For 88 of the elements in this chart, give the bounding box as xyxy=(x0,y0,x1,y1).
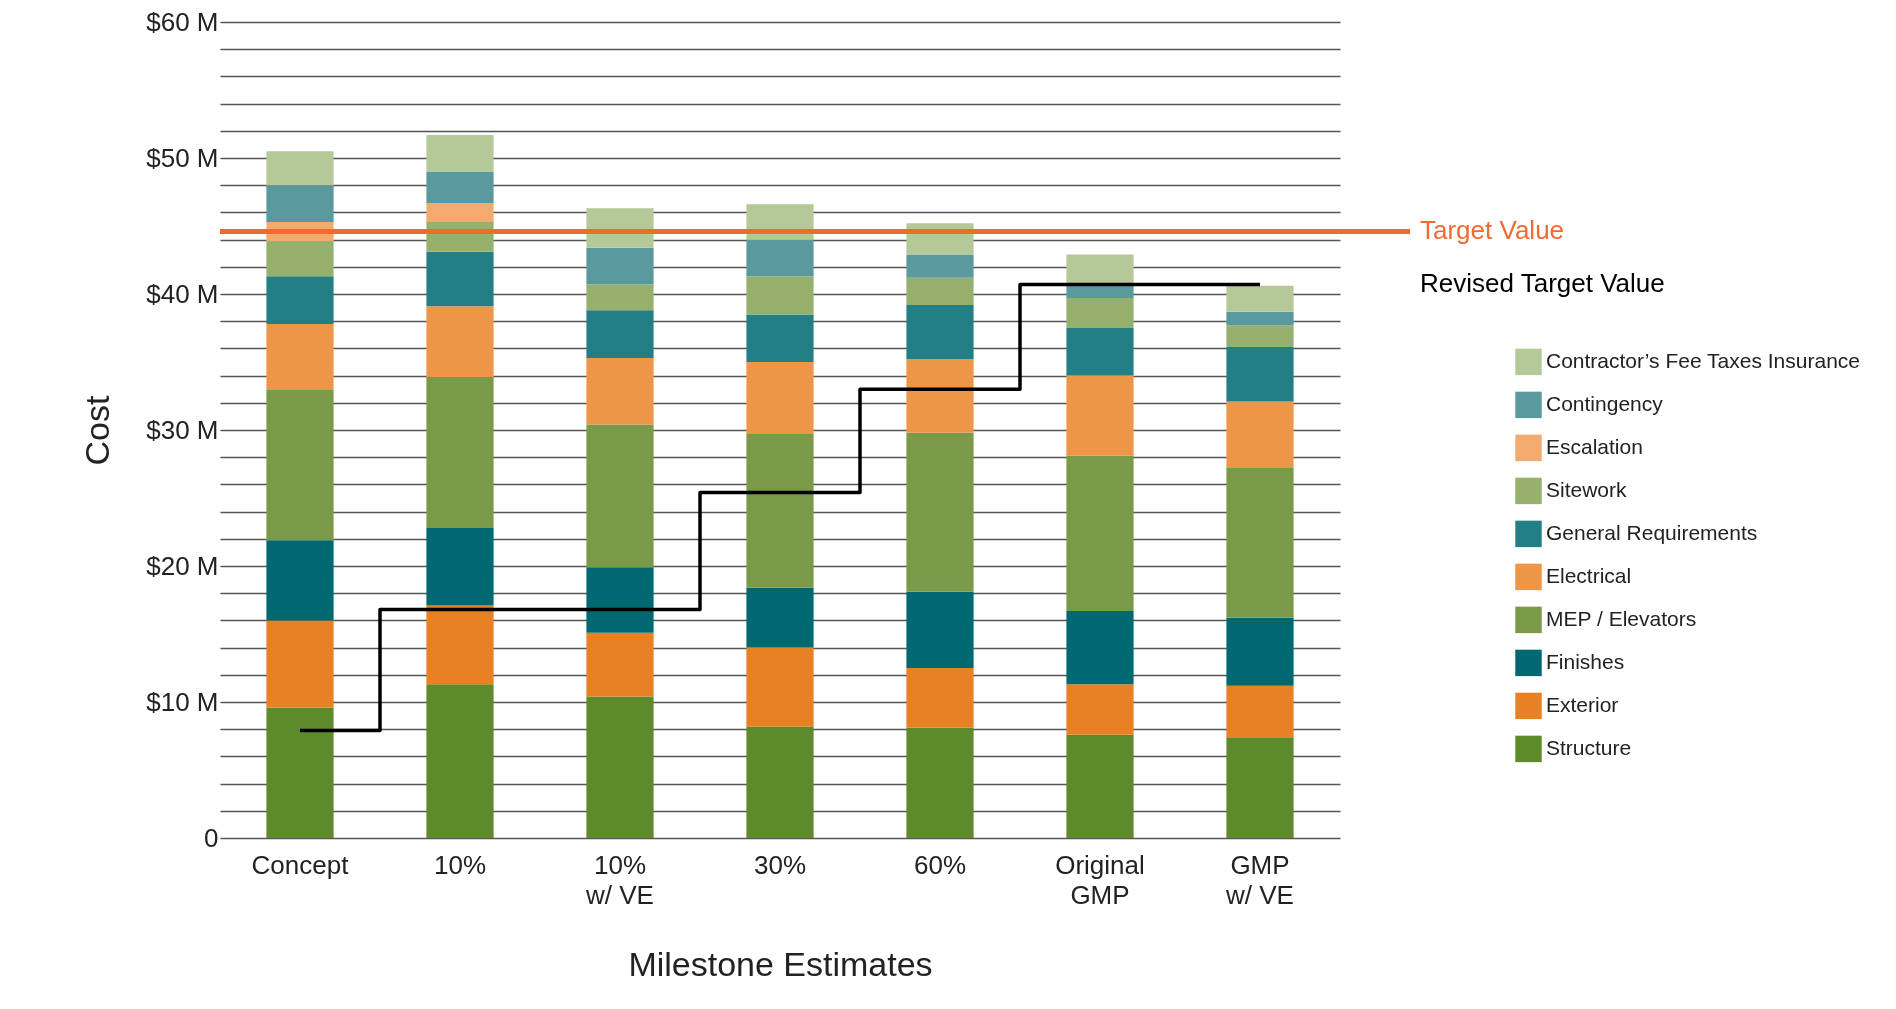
bar xyxy=(426,171,494,203)
bar xyxy=(586,357,654,425)
x-tick-label: Original GMP xyxy=(1055,849,1145,910)
x-tick-label: 30% xyxy=(753,849,807,880)
bar xyxy=(266,389,334,541)
bar xyxy=(1066,684,1134,735)
bar xyxy=(1226,325,1294,348)
y-tick-label: $50 M xyxy=(146,142,219,173)
legend-label: MEP / Elevators xyxy=(1546,606,1697,630)
x-tick-label: Concept xyxy=(251,849,350,880)
x-axis-title: Milestone Estimates xyxy=(628,944,933,983)
bar xyxy=(1066,285,1134,299)
bar xyxy=(746,239,814,277)
bar xyxy=(1066,610,1134,685)
legend-label: Electrical xyxy=(1546,563,1632,587)
bar xyxy=(426,376,494,528)
bar xyxy=(1226,617,1294,686)
bar xyxy=(906,254,974,278)
bar xyxy=(586,696,654,838)
bar xyxy=(1226,685,1294,738)
bar xyxy=(426,605,494,685)
bar xyxy=(426,202,494,222)
bar xyxy=(426,306,494,377)
bar xyxy=(586,567,654,633)
bar xyxy=(1226,285,1294,312)
legend-label: Contingency xyxy=(1546,391,1664,415)
bar xyxy=(1066,455,1134,611)
y-tick-label: $10 M xyxy=(146,686,219,717)
bar xyxy=(266,276,334,324)
bar xyxy=(266,707,334,838)
bar xyxy=(746,362,814,435)
y-axis-title: Cost xyxy=(78,395,117,466)
text: Revised Target Value xyxy=(1420,268,1665,299)
bar xyxy=(746,587,814,648)
bar xyxy=(1066,328,1134,376)
bar xyxy=(266,151,334,186)
x-tick-label: 10% w/ VE xyxy=(585,849,654,910)
bar xyxy=(426,134,494,172)
bar xyxy=(266,185,334,222)
bar xyxy=(746,434,814,588)
bar xyxy=(906,277,974,305)
bar xyxy=(1066,298,1134,328)
legend-label: Finishes xyxy=(1546,649,1625,673)
legend-label: Contractor’s Fee Taxes Insurance xyxy=(1546,348,1860,372)
bar xyxy=(586,424,654,568)
legend-label: Structure xyxy=(1546,735,1632,759)
y-tick-label: $60 M xyxy=(146,6,219,37)
bar xyxy=(1066,734,1134,838)
bar xyxy=(746,647,814,727)
bar xyxy=(906,727,974,838)
bar xyxy=(1226,311,1294,326)
bar xyxy=(586,284,654,311)
bar xyxy=(586,247,654,285)
bar xyxy=(906,591,974,668)
bar xyxy=(426,527,494,606)
bar xyxy=(746,276,814,315)
bar xyxy=(426,251,494,307)
bar xyxy=(906,432,974,592)
bar xyxy=(1066,254,1134,286)
bar xyxy=(1066,375,1134,456)
legend-label: Exterior xyxy=(1546,692,1619,716)
y-tick-label: 0 xyxy=(204,822,219,853)
bar xyxy=(586,310,654,358)
bar xyxy=(906,359,974,433)
bar xyxy=(746,726,814,838)
ref-line-label: Target Value xyxy=(1420,215,1565,246)
bar xyxy=(266,323,334,390)
legend-label: Sitework xyxy=(1546,477,1628,501)
bar xyxy=(1226,468,1294,618)
bar xyxy=(746,314,814,362)
legend-label: Escalation xyxy=(1546,434,1643,458)
y-tick-label: $20 M xyxy=(146,550,219,581)
y-tick-label: $40 M xyxy=(146,278,219,309)
bar xyxy=(906,668,974,728)
x-tick-label: 60% xyxy=(913,849,967,880)
bar xyxy=(266,540,334,621)
legend-label: General Requirements xyxy=(1546,520,1758,544)
x-tick-label: 10% xyxy=(433,849,487,880)
bar xyxy=(1226,401,1294,469)
bar xyxy=(266,620,334,708)
y-tick-label: $30 M xyxy=(146,414,219,445)
bar xyxy=(906,304,974,360)
bar xyxy=(1226,347,1294,402)
bar xyxy=(266,240,334,277)
x-tick-label: GMP w/ VE xyxy=(1225,849,1294,910)
bar xyxy=(586,632,654,697)
bar xyxy=(426,684,494,838)
bar xyxy=(1226,737,1294,838)
